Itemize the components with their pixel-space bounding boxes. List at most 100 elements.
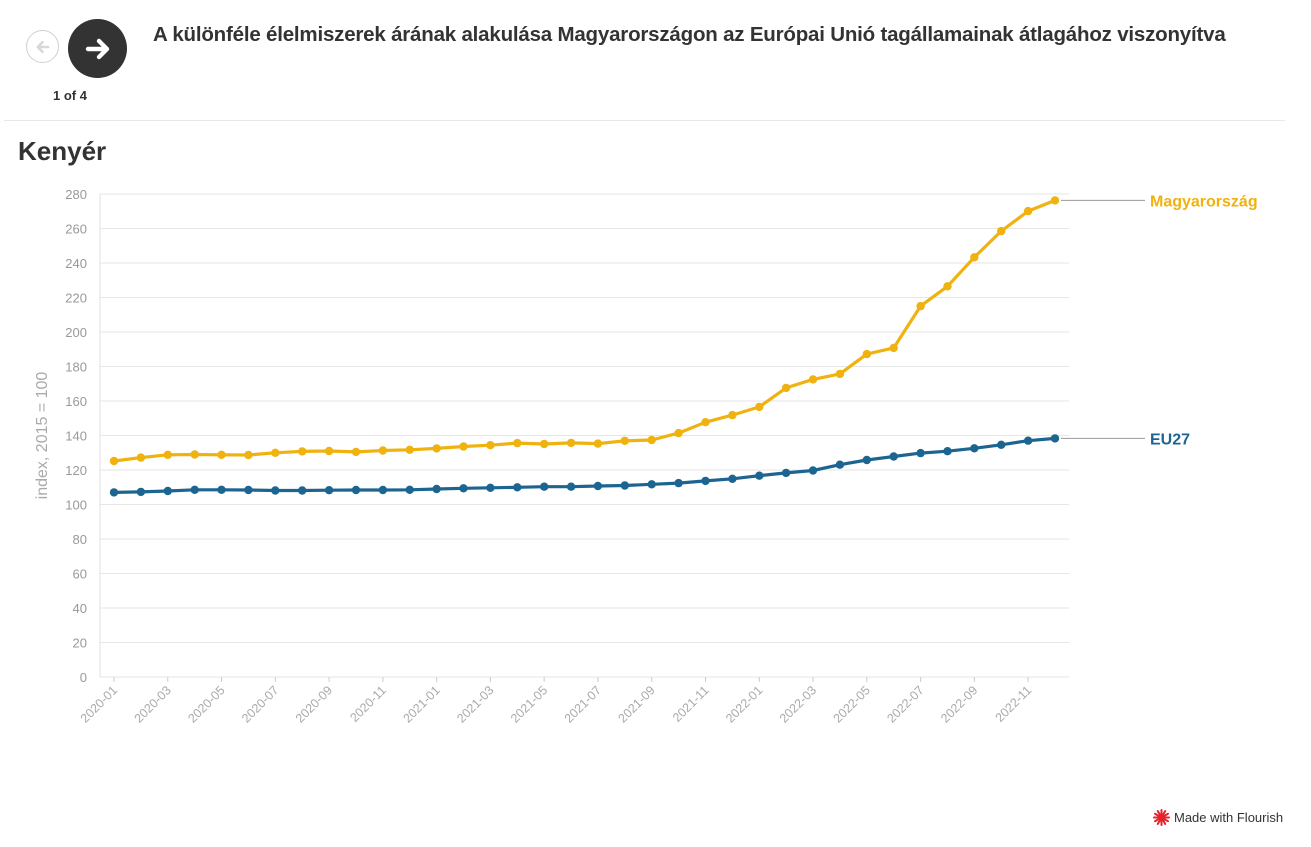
data-point[interactable] [1050, 196, 1060, 205]
y-tick-label: 240 [65, 256, 87, 271]
data-point[interactable] [405, 485, 414, 494]
data-point[interactable] [351, 447, 361, 457]
data-point[interactable] [378, 485, 388, 495]
data-point[interactable] [889, 452, 898, 461]
y-tick-label: 80 [73, 532, 87, 547]
x-tick-label: 2020-01 [78, 683, 120, 725]
data-point[interactable] [997, 226, 1006, 236]
next-slide-button[interactable] [68, 19, 127, 78]
x-tick-label: 2021-01 [400, 683, 442, 725]
chart-title: Kenyér [18, 136, 107, 166]
data-point[interactable] [674, 478, 683, 488]
data-point[interactable] [781, 468, 791, 478]
data-point[interactable] [217, 485, 226, 494]
data-point[interactable] [755, 402, 764, 412]
data-point[interactable] [163, 486, 172, 496]
data-point[interactable] [916, 301, 925, 311]
data-point[interactable] [566, 438, 576, 448]
y-tick-label: 120 [65, 463, 87, 478]
data-point[interactable] [351, 485, 361, 495]
data-point[interactable] [916, 448, 925, 458]
data-point[interactable] [728, 474, 737, 483]
y-tick-label: 100 [65, 498, 87, 513]
x-tick-label: 2022-11 [993, 683, 1035, 725]
data-point[interactable] [755, 471, 764, 480]
data-point[interactable] [324, 446, 334, 456]
data-point[interactable] [459, 484, 468, 493]
data-point[interactable] [271, 448, 280, 457]
data-point[interactable] [862, 349, 871, 359]
data-point[interactable] [808, 466, 818, 475]
x-tick-label: 2021-05 [508, 683, 550, 725]
x-tick-label: 2022-09 [938, 683, 980, 725]
data-point[interactable] [217, 450, 226, 459]
data-point[interactable] [513, 438, 522, 448]
data-point[interactable] [808, 375, 818, 384]
credit-label: Made with Flourish [1174, 810, 1284, 825]
data-point[interactable] [862, 455, 871, 465]
data-point[interactable] [459, 442, 468, 451]
data-point[interactable] [378, 446, 388, 455]
data-point[interactable] [298, 486, 307, 495]
data-point[interactable] [943, 447, 952, 456]
data-point[interactable] [943, 282, 952, 291]
data-point[interactable] [190, 450, 199, 459]
x-tick-label: 2020-11 [347, 683, 389, 725]
data-point[interactable] [997, 440, 1006, 449]
data-point[interactable] [513, 483, 522, 492]
data-point[interactable] [620, 436, 629, 445]
data-point[interactable] [701, 476, 710, 486]
y-tick-label: 280 [65, 187, 87, 202]
x-tick-label: 2022-07 [884, 683, 926, 725]
y-tick-label: 0 [80, 670, 87, 685]
data-point[interactable] [620, 481, 629, 490]
data-point[interactable] [163, 450, 172, 459]
data-point[interactable] [486, 483, 495, 492]
data-point[interactable] [298, 447, 307, 456]
data-point[interactable] [324, 486, 334, 495]
x-tick-label: 2022-01 [723, 683, 765, 725]
slide-counter: 1 of 4 [53, 88, 87, 103]
data-point[interactable] [781, 383, 791, 393]
data-point[interactable] [566, 482, 576, 491]
data-point[interactable] [1023, 206, 1033, 216]
data-point[interactable] [190, 485, 199, 494]
data-point[interactable] [540, 482, 549, 491]
data-point[interactable] [835, 369, 845, 379]
data-point[interactable] [540, 439, 549, 449]
data-point[interactable] [109, 456, 119, 466]
data-point[interactable] [244, 485, 253, 495]
data-point[interactable] [728, 410, 737, 420]
data-point[interactable] [593, 439, 603, 448]
y-tick-label: 60 [73, 567, 87, 582]
data-point[interactable] [136, 487, 146, 497]
y-tick-label: 260 [65, 222, 87, 237]
data-point[interactable] [432, 484, 441, 494]
data-point[interactable] [136, 453, 146, 462]
data-point[interactable] [271, 486, 280, 495]
header-divider [4, 120, 1285, 121]
data-point[interactable] [405, 445, 414, 454]
data-point[interactable] [647, 480, 656, 489]
data-point[interactable] [1023, 436, 1033, 445]
x-tick-label: 2021-07 [562, 683, 604, 725]
data-point[interactable] [970, 444, 979, 453]
data-point[interactable] [835, 460, 845, 469]
data-point[interactable] [674, 428, 683, 438]
x-tick-label: 2020-05 [185, 683, 227, 725]
data-point[interactable] [889, 343, 898, 353]
data-point[interactable] [970, 253, 979, 262]
data-point[interactable] [486, 441, 495, 450]
data-point[interactable] [647, 435, 656, 445]
page-title: A különféle élelmiszerek árának alakulás… [153, 23, 1226, 46]
data-point[interactable] [432, 444, 441, 453]
series-line [112, 198, 1057, 463]
flourish-credit-link[interactable]: Made with Flourish [1153, 809, 1283, 826]
data-point[interactable] [593, 481, 603, 491]
previous-slide-button[interactable] [26, 30, 59, 63]
data-point[interactable] [109, 488, 119, 497]
data-point[interactable] [1050, 434, 1060, 443]
line-chart: 0 20 40 60 80 100 120 140 160 180 200 220 240 260 280 i… [34, 187, 1258, 726]
data-point[interactable] [701, 418, 710, 427]
data-point[interactable] [244, 450, 253, 460]
